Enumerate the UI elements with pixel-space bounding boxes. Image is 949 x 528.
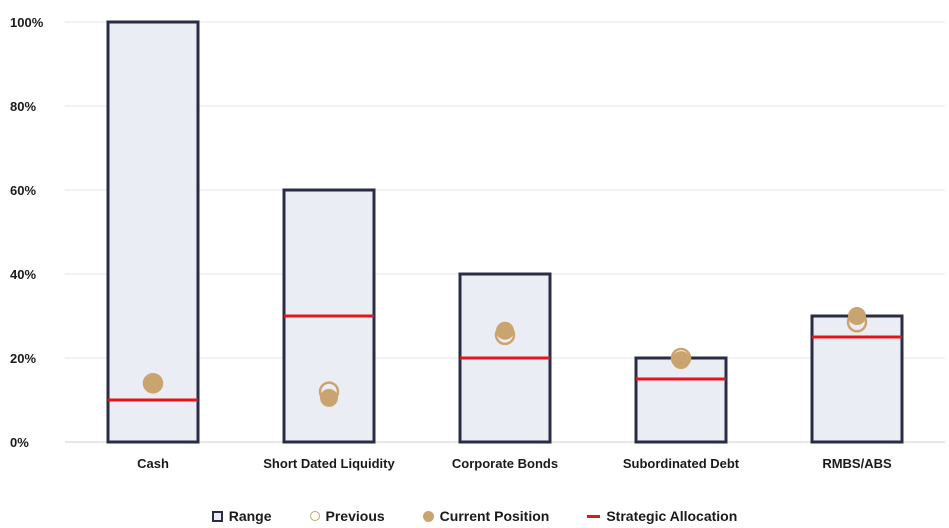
legend: Range Previous Current Position Strategi… bbox=[0, 505, 949, 527]
legend-current-label: Current Position bbox=[439, 508, 550, 524]
current-marker bbox=[320, 388, 338, 407]
category-label: Corporate Bonds bbox=[452, 456, 558, 471]
y-axis-ticks: 0% 20% 40% 60% 80% 100% bbox=[10, 15, 44, 450]
legend-range-label: Range bbox=[228, 508, 272, 524]
legend-previous-swatch bbox=[309, 511, 320, 521]
y-tick-label: 20% bbox=[10, 351, 36, 366]
legend-previous-label: Previous bbox=[325, 508, 385, 524]
allocation-chart: 0% 20% 40% 60% 80% 100% Cash Short Dated Liqui… bbox=[10, 15, 945, 471]
legend-current-swatch bbox=[422, 510, 434, 522]
current-marker bbox=[144, 374, 162, 393]
strategic-lines bbox=[108, 314, 902, 402]
legend-strategic-swatch bbox=[587, 514, 601, 518]
legend-strategic-label: Strategic Allocation bbox=[606, 508, 738, 524]
current-marker bbox=[848, 307, 866, 325]
legend-item-current: Current Position bbox=[422, 508, 550, 524]
y-tick-label: 0% bbox=[10, 435, 29, 450]
category-label: Cash bbox=[137, 456, 169, 471]
category-label: RMBS/ABS bbox=[822, 456, 892, 471]
range-bar bbox=[106, 20, 200, 444]
legend-range-swatch bbox=[211, 510, 223, 522]
y-tick-label: 60% bbox=[10, 183, 36, 198]
y-tick-label: 80% bbox=[10, 99, 36, 114]
range-bar bbox=[810, 314, 904, 444]
y-tick-label: 100% bbox=[10, 15, 44, 30]
legend-item-range: Range bbox=[211, 508, 272, 524]
y-tick-label: 40% bbox=[10, 267, 36, 282]
legend-item-strategic: Strategic Allocation bbox=[587, 508, 737, 524]
legend-item-previous: Previous bbox=[309, 508, 385, 524]
position-markers bbox=[142, 307, 868, 407]
current-marker bbox=[496, 321, 514, 340]
category-label: Subordinated Debt bbox=[623, 456, 740, 471]
range-bar bbox=[634, 356, 728, 444]
category-labels: Cash Short Dated Liquidity Corporate Bonds… bbox=[137, 456, 892, 471]
current-marker bbox=[672, 351, 690, 370]
range-bars bbox=[106, 20, 904, 444]
category-label: Short Dated Liquidity bbox=[263, 456, 395, 471]
